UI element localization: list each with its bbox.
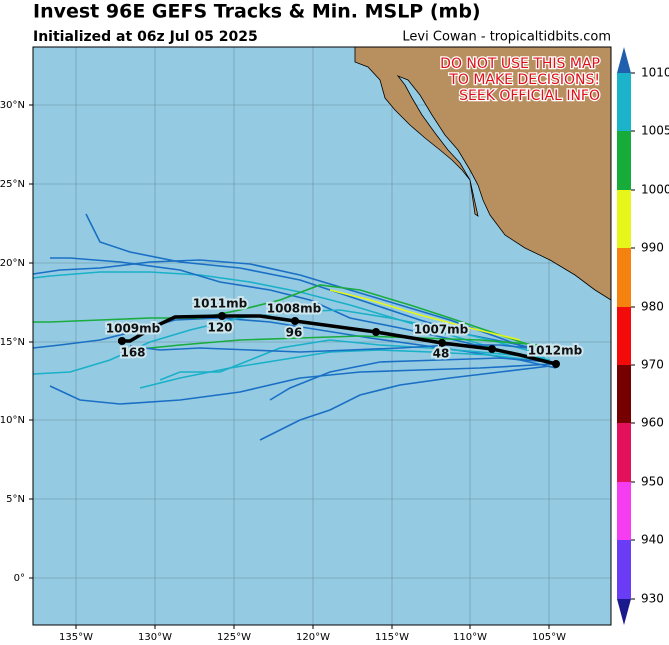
colorbar-label: 1000	[641, 183, 669, 197]
credit: Levi Cowan - tropicaltidbits.com	[402, 30, 611, 45]
colorbar-label: 960	[641, 416, 664, 430]
track-label: 48	[433, 347, 450, 361]
lon-label: 135°W	[59, 632, 93, 643]
ensemble-tracks	[32, 213, 557, 441]
lat-label: 30°N	[0, 100, 25, 111]
lon-label: 120°W	[296, 632, 330, 643]
lon-label: 110°W	[453, 632, 487, 643]
track-label: 1008mb	[267, 302, 322, 316]
colorbar-label: 940	[641, 533, 664, 547]
track-label: 1012mb	[528, 344, 583, 358]
colorbar-label: 930	[641, 592, 664, 606]
colorbar	[617, 47, 631, 625]
map-frame	[32, 46, 612, 626]
lat-label: 10°N	[0, 415, 25, 426]
colorbar-label: 1010	[641, 66, 669, 80]
track-label: 1007mb	[414, 323, 469, 337]
title: Invest 96E GEFS Tracks & Min. MSLP (mb)	[33, 1, 481, 23]
lon-label: 105°W	[532, 632, 566, 643]
lon-label: 130°W	[138, 632, 172, 643]
warning-text: DO NOT USE THIS MAP	[440, 56, 600, 72]
track-label: 1009mb	[106, 322, 161, 336]
colorbar-label: 980	[641, 300, 664, 314]
lat-label: 5°N	[6, 494, 25, 505]
warning-text: TO MAKE DECISIONS!	[448, 72, 600, 88]
lat-label: 0°	[14, 573, 25, 584]
track-label: 120	[207, 321, 232, 335]
mean-track-points	[118, 312, 560, 368]
land	[354, 46, 612, 301]
track-label: 1011mb	[193, 297, 248, 311]
track-label: 168	[120, 346, 145, 360]
colorbar-label: 990	[641, 241, 664, 255]
track-label: 96	[286, 326, 303, 340]
lat-label: 15°N	[0, 337, 25, 348]
warning-text: SEEK OFFICIAL INFO	[459, 88, 600, 104]
lat-label: 20°N	[0, 258, 25, 269]
lat-label: 25°N	[0, 179, 25, 190]
colorbar-label: 970	[641, 358, 664, 372]
lon-label: 125°W	[217, 632, 251, 643]
lon-label: 115°W	[375, 632, 409, 643]
colorbar-label: 950	[641, 475, 664, 489]
subtitle: Initialized at 06z Jul 05 2025	[33, 29, 258, 45]
colorbar-label: 1005	[641, 124, 669, 138]
